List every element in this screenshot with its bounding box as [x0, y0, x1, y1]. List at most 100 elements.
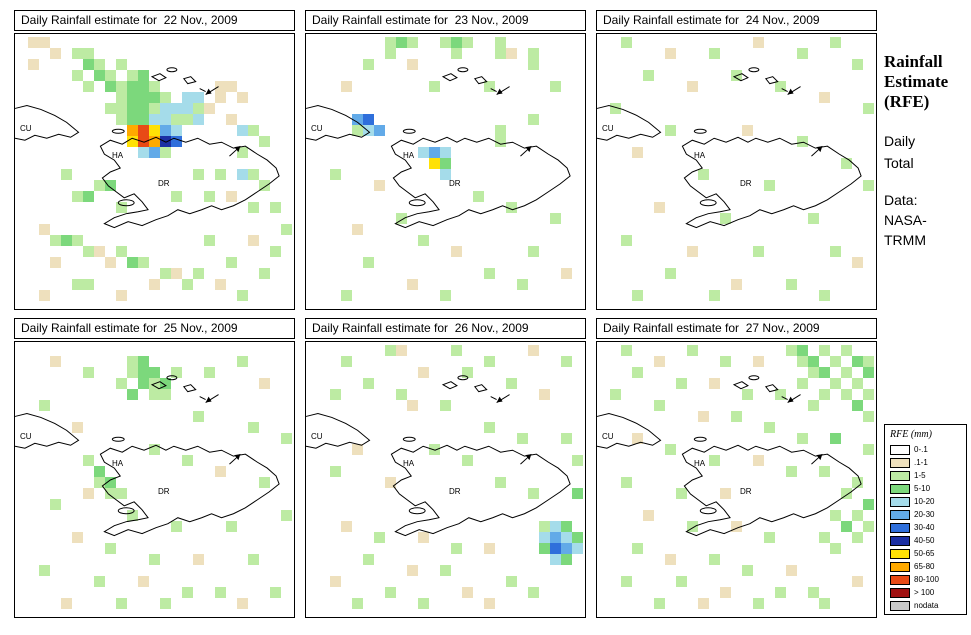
rainfall-cell [94, 576, 105, 587]
rainfall-cell [171, 367, 182, 378]
rainfall-cells-layer [15, 342, 294, 617]
rainfall-cell [665, 268, 676, 279]
legend-row: 20-30 [890, 508, 966, 521]
rainfall-cell [396, 37, 407, 48]
rainfall-cell [550, 521, 561, 532]
legend-row: 65-80 [890, 560, 966, 573]
legend-swatch [890, 457, 910, 468]
rainfall-cell [160, 125, 171, 136]
rainfall-cell [528, 59, 539, 70]
rainfall-cell [215, 92, 226, 103]
rainfall-cell [632, 433, 643, 444]
rainfall-cell [561, 521, 572, 532]
sidebar-data-label: Data: [884, 192, 918, 208]
rainfall-cell [819, 345, 830, 356]
rainfall-cell [709, 48, 720, 59]
rainfall-cell [215, 279, 226, 290]
panel-title: Daily Rainfall estimate for 22 Nov., 200… [14, 10, 295, 31]
map-label-haiti: HA [694, 151, 706, 160]
rainfall-cell [484, 81, 495, 92]
rainfall-cell [863, 389, 874, 400]
rainfall-cell [753, 455, 764, 466]
rainfall-cell [473, 191, 484, 202]
rainfall-cell [610, 389, 621, 400]
rainfall-cell [698, 411, 709, 422]
rainfall-cell [237, 125, 248, 136]
rainfall-cell [775, 587, 786, 598]
legend-class-label: 0-.1 [914, 444, 928, 454]
rainfall-cell [105, 488, 116, 499]
rainfall-cell [127, 114, 138, 125]
rainfall-cell [215, 81, 226, 92]
rainfall-cell [116, 488, 127, 499]
map-label-dominican-republic: DR [449, 179, 461, 188]
rainfall-cell [720, 488, 731, 499]
rainfall-cell [539, 543, 550, 554]
rainfall-cell [330, 169, 341, 180]
rainfall-cell [116, 103, 127, 114]
rainfall-cell [742, 125, 753, 136]
rainfall-cell [182, 587, 193, 598]
rainfall-cell [550, 543, 561, 554]
rainfall-cell [171, 103, 182, 114]
rainfall-cell [610, 103, 621, 114]
rainfall-cell [731, 279, 742, 290]
rainfall-cell [72, 532, 83, 543]
panel-title: Daily Rainfall estimate for 24 Nov., 200… [596, 10, 877, 31]
rainfall-cell [687, 521, 698, 532]
rainfall-cells-layer [597, 342, 876, 617]
rainfall-cell [385, 37, 396, 48]
rainfall-cell [127, 510, 138, 521]
rainfall-cell [127, 356, 138, 367]
legend-class-label: 20-30 [914, 509, 935, 519]
rainfall-cell [797, 136, 808, 147]
rainfall-cell [621, 477, 632, 488]
rainfall-cell [819, 598, 830, 609]
rainfall-cell [676, 576, 687, 587]
rainfall-cell [341, 521, 352, 532]
rainfall-cell [418, 235, 429, 246]
rainfall-cell [528, 488, 539, 499]
rainfall-cell [797, 345, 808, 356]
coastline-drawing [15, 67, 280, 229]
rainfall-cell [528, 587, 539, 598]
rainfall-cell [171, 136, 182, 147]
rainfall-cell [363, 257, 374, 268]
rainfall-cell [127, 367, 138, 378]
rainfall-cell [72, 48, 83, 59]
rainfall-cell [841, 158, 852, 169]
rainfall-cell [841, 345, 852, 356]
rainfall-cell [226, 114, 237, 125]
rainfall-cell [171, 191, 182, 202]
rainfall-cell [561, 543, 572, 554]
map-label-haiti: HA [112, 459, 124, 468]
rainfall-cell [248, 554, 259, 565]
rainfall-cell [94, 180, 105, 191]
rainfall-cell [561, 554, 572, 565]
rainfall-cell [764, 180, 775, 191]
rainfall-cell [852, 532, 863, 543]
rainfall-cell [94, 70, 105, 81]
legend-row: 5-10 [890, 482, 966, 495]
rainfall-cell [138, 576, 149, 587]
rainfall-cell [248, 125, 259, 136]
rainfall-cell [83, 246, 94, 257]
rainfall-cell [528, 114, 539, 125]
rainfall-cell [720, 213, 731, 224]
map-label-cuba: CU [311, 124, 323, 133]
rainfall-cell [429, 158, 440, 169]
rainfall-cell [330, 389, 341, 400]
rainfall-cell [330, 466, 341, 477]
rainfall-cell [621, 345, 632, 356]
rainfall-cell [215, 466, 226, 477]
rainfall-cell [495, 48, 506, 59]
rainfall-cell [572, 532, 583, 543]
rainfall-cell [160, 389, 171, 400]
coastline-drawing [597, 67, 862, 229]
rainfall-cell [451, 543, 462, 554]
rainfall-map: CU HA DR [596, 33, 877, 310]
legend-row: .1-1 [890, 456, 966, 469]
rainfall-cell [808, 400, 819, 411]
panel-22-nov: Daily Rainfall estimate for 22 Nov., 200… [14, 10, 295, 310]
rainfall-cell [193, 268, 204, 279]
